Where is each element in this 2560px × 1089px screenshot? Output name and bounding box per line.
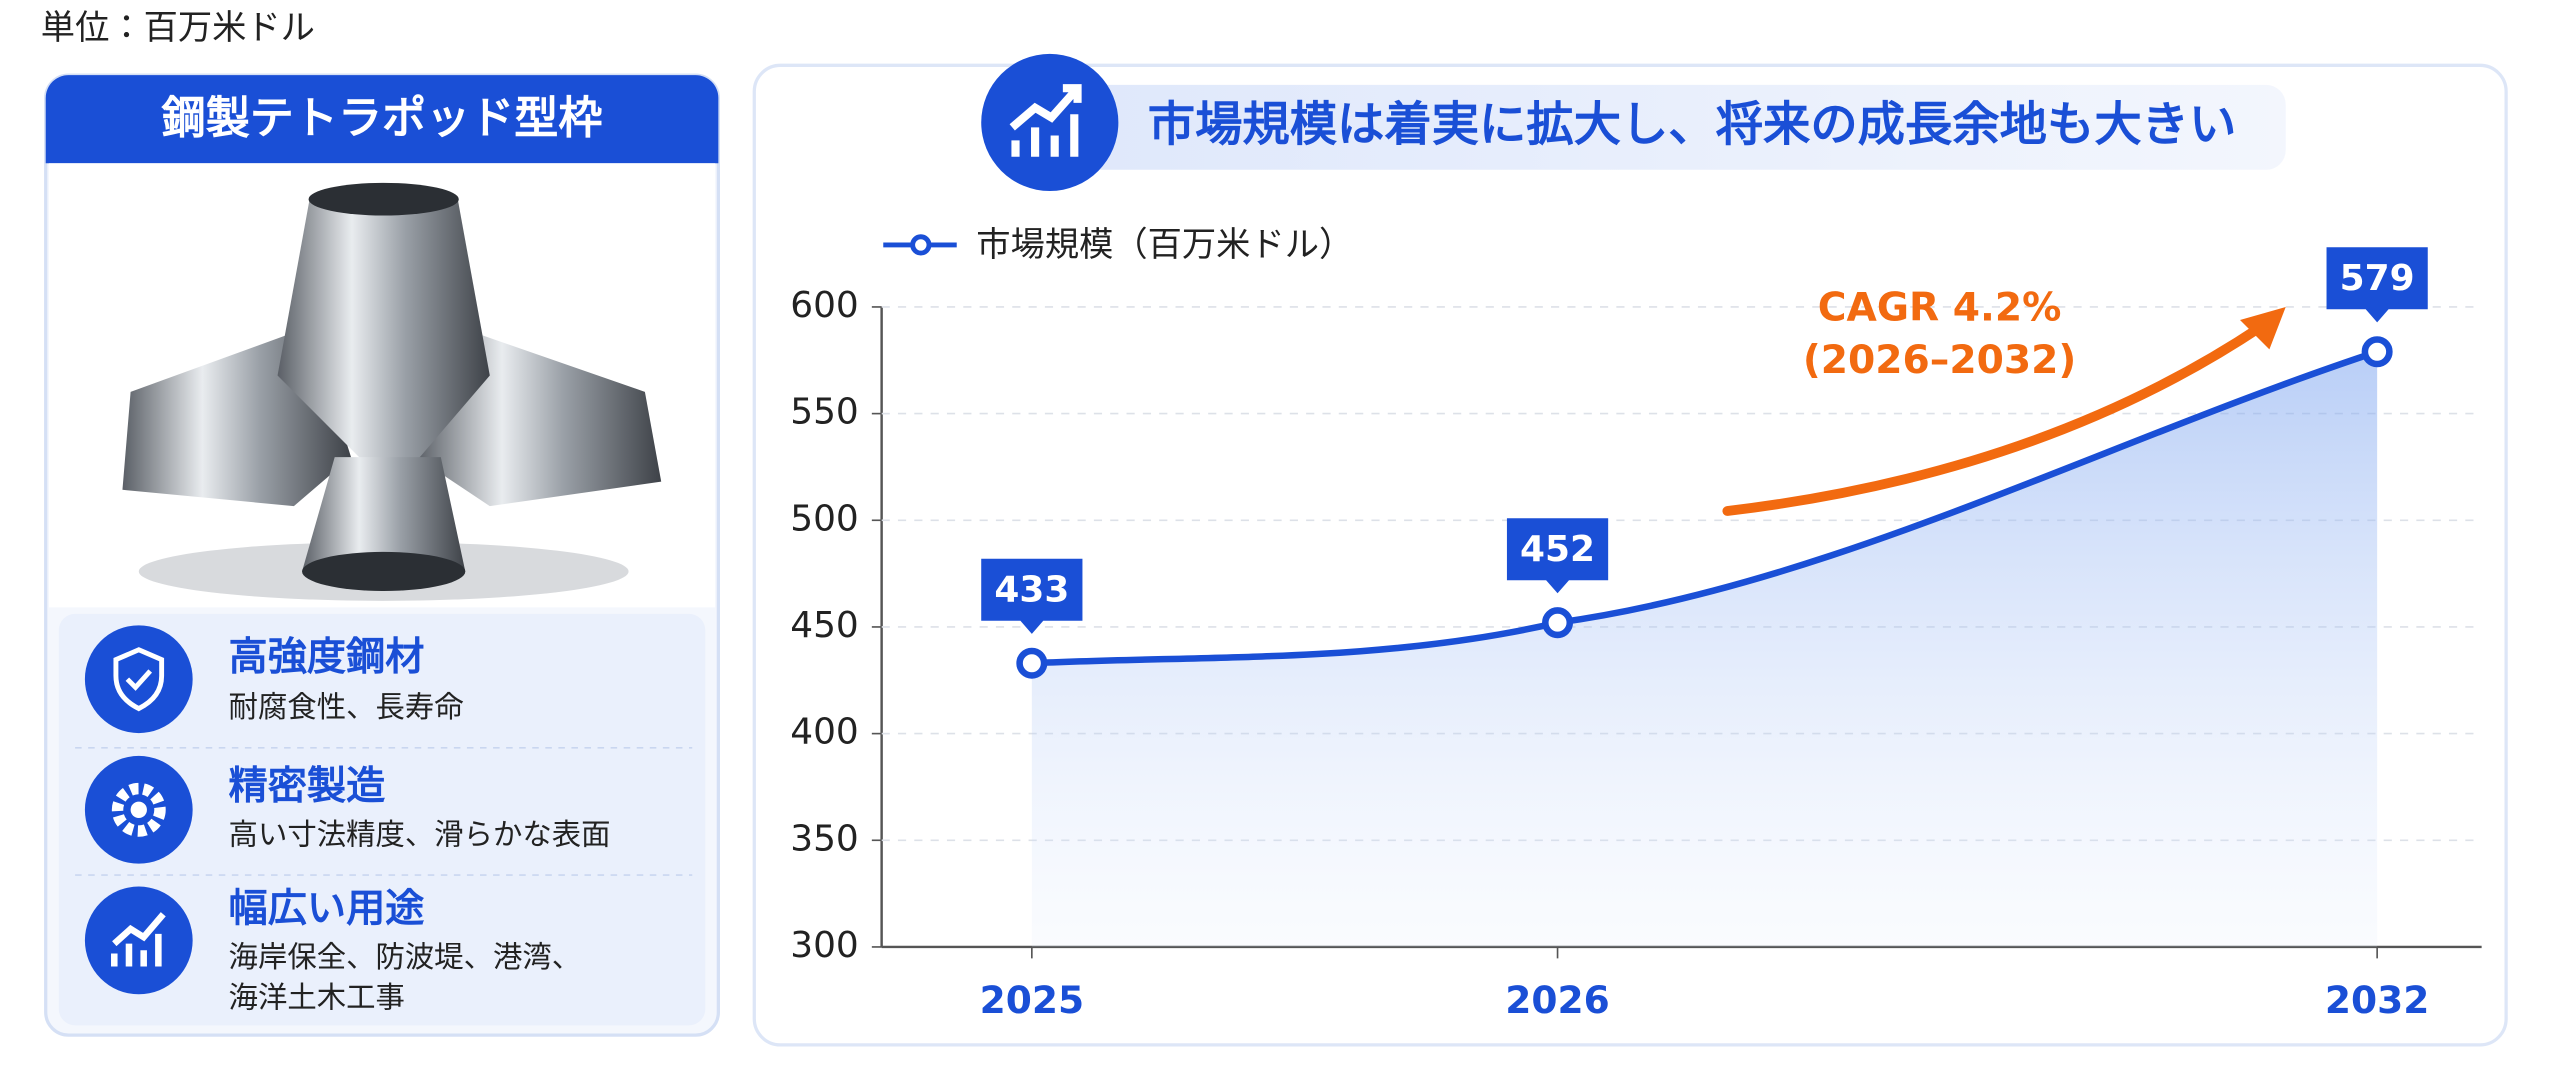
line — [1031, 348, 2379, 667]
y-tick-label: 300 — [790, 925, 859, 966]
value-label-box — [2326, 247, 2428, 323]
value-label-box — [1506, 518, 1609, 594]
tetrapod-image — [122, 182, 662, 601]
title-icon — [981, 53, 1119, 192]
y-tick-label: 550 — [790, 392, 859, 433]
feature-description: 耐腐食性、長寿命 — [229, 690, 464, 724]
point — [1016, 647, 1048, 679]
feature-title: 幅広い用途 — [229, 887, 425, 932]
y-tick-label: 500 — [790, 498, 859, 539]
feature-title: 精密製造 — [229, 764, 386, 809]
y-tick-label: 450 — [790, 605, 859, 646]
area — [1031, 351, 2378, 947]
annotation: CAGR 4.2% — [1818, 286, 2062, 331]
y-tick-label: 350 — [790, 818, 859, 859]
x-tick-label: 2026 — [1505, 978, 1610, 1022]
value-label: 579 — [2340, 258, 2415, 299]
features-box — [58, 613, 706, 1026]
feature-icons — [84, 625, 193, 995]
value-label: 452 — [1520, 529, 1595, 570]
unit-label: 単位：百万米ドル — [41, 8, 315, 48]
value-label: 433 — [994, 569, 1069, 610]
cagr-arrow — [1722, 321, 2267, 516]
card-header — [45, 75, 719, 164]
annotation: (2026–2032) — [1803, 338, 2076, 383]
chart-title: 市場規模は着実に拡大し、将来の成長余地も大きい — [1148, 97, 2237, 152]
feature-title: 高強度鋼材 — [229, 635, 425, 680]
title-pill — [1077, 84, 2286, 170]
point — [1542, 607, 1574, 639]
feature-description: 海岸保全、防波堤、港湾、 — [229, 940, 582, 974]
legend-label: 市場規模（百万米ドル） — [976, 225, 1353, 265]
x-tick-label: 2032 — [2325, 978, 2430, 1022]
cagr-arrowhead — [2240, 306, 2286, 350]
card-title: 鋼製テトラポッド型枠 — [161, 93, 603, 144]
plot: 300 350 400 450 500 550 600 2025 2026 2032 433 452 5… — [790, 225, 2482, 1022]
legend-marker — [910, 234, 932, 256]
feature-description: 高い寸法精度、滑らかな表面 — [229, 817, 611, 851]
title-icon-glyph — [1009, 84, 1082, 157]
y-tick-label: 400 — [790, 712, 859, 753]
x-tick-label: 2025 — [980, 978, 1085, 1022]
feature-description: 海洋土木工事 — [229, 981, 405, 1015]
point — [2361, 336, 2393, 368]
y-tick-label: 600 — [790, 285, 859, 326]
value-label-box — [981, 558, 1083, 634]
